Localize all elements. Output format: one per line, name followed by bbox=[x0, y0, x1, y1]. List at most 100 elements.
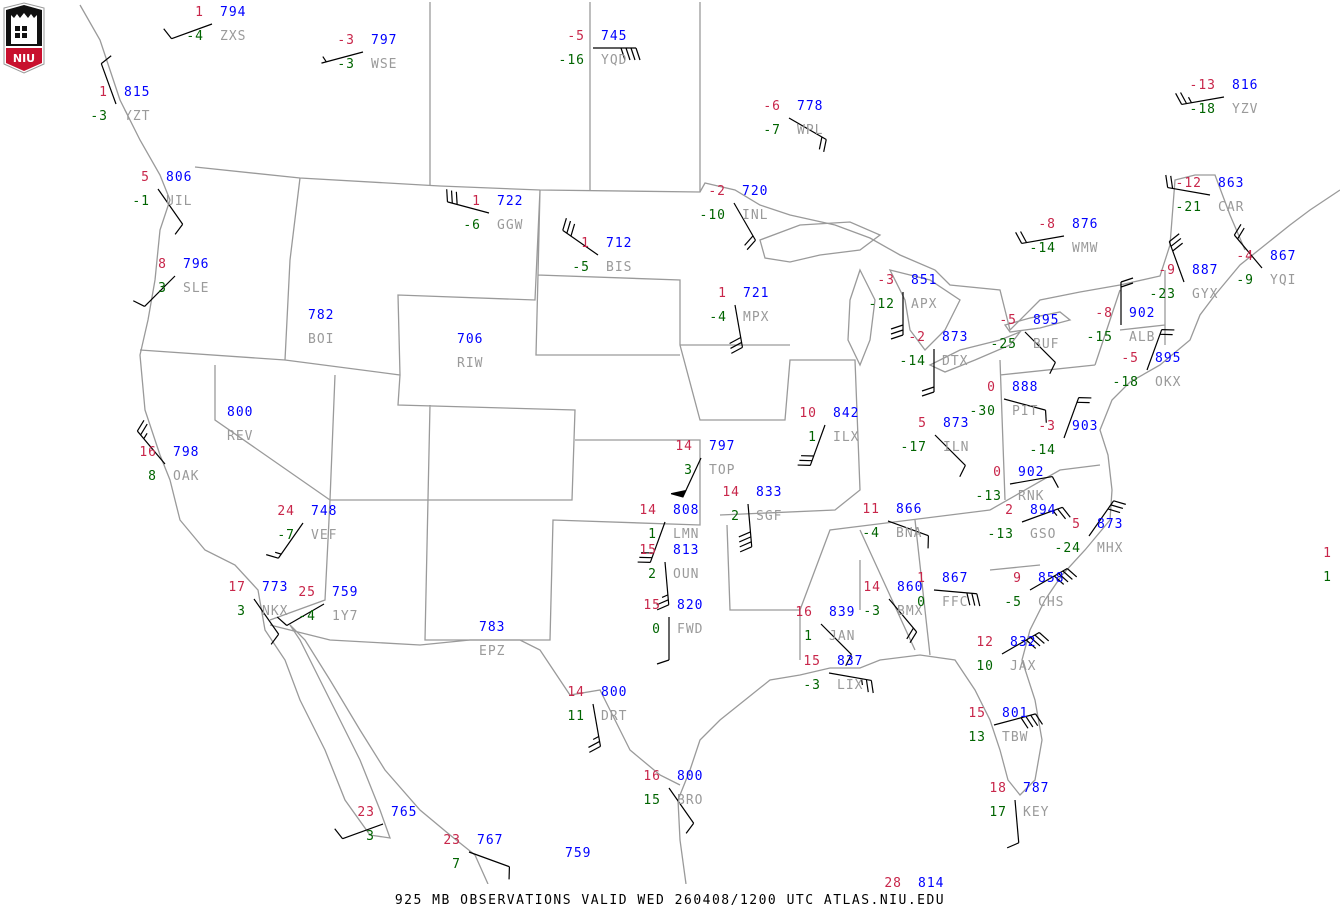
wind-barb-staff bbox=[1029, 567, 1068, 591]
station-height: 873 bbox=[942, 330, 969, 345]
wind-barb-full bbox=[870, 680, 874, 694]
station-temperature: 28 bbox=[884, 876, 902, 891]
wind-barb-full bbox=[746, 239, 756, 251]
wind-barb-staff bbox=[1014, 799, 1020, 843]
base-map bbox=[79, 2, 1340, 884]
wind-barb-full bbox=[731, 346, 743, 354]
wind-barb-staff bbox=[136, 430, 166, 465]
station-height: 720 bbox=[742, 184, 769, 199]
station-height: 798 bbox=[173, 445, 200, 460]
wind-barb-full bbox=[1113, 500, 1126, 505]
station-dewpoint: -13 bbox=[975, 489, 1002, 504]
lake-superior bbox=[759, 221, 882, 263]
station-dewpoint: 3 bbox=[366, 829, 375, 844]
station-id: ALB bbox=[1129, 330, 1156, 345]
wind-barb-staff bbox=[1021, 235, 1065, 245]
station-id: VEF bbox=[311, 528, 338, 543]
station-height: 873 bbox=[1097, 517, 1124, 532]
station-id: FWD bbox=[677, 622, 704, 637]
station-dewpoint: -5 bbox=[1004, 595, 1022, 610]
station-height: 873 bbox=[943, 416, 970, 431]
wind-barb-staff bbox=[286, 603, 325, 627]
wind-barb-staff bbox=[809, 424, 826, 466]
station-temperature: 1 bbox=[917, 571, 926, 586]
wind-barb-full bbox=[1175, 93, 1183, 105]
wind-barb-full bbox=[845, 654, 852, 666]
station-dewpoint: 1 bbox=[808, 430, 817, 445]
station-dewpoint: 0 bbox=[917, 595, 926, 610]
station-dewpoint: -21 bbox=[1175, 200, 1202, 215]
station-height: 858 bbox=[1038, 571, 1065, 586]
station-dewpoint: -5 bbox=[572, 260, 590, 275]
wind-barb-half bbox=[661, 594, 669, 598]
station-id: ILN bbox=[943, 440, 970, 455]
station-height: 797 bbox=[709, 439, 736, 454]
wind-barb-full bbox=[1006, 842, 1019, 849]
station-height: 800 bbox=[601, 685, 628, 700]
wind-barb-staff bbox=[933, 589, 977, 595]
wind-barb-full bbox=[890, 324, 904, 330]
station-temperature: 15 bbox=[643, 598, 661, 613]
wind-barb-full bbox=[1110, 504, 1124, 510]
station-id: PIT bbox=[1012, 404, 1039, 419]
svg-text:NIU: NIU bbox=[13, 52, 35, 65]
wind-barb-full bbox=[140, 423, 148, 436]
station-dewpoint: -18 bbox=[1112, 375, 1139, 390]
station-id: OKX bbox=[1155, 375, 1182, 390]
station-dewpoint: -24 bbox=[1054, 541, 1081, 556]
wind-barb-full bbox=[656, 604, 669, 611]
wind-barb-full bbox=[1170, 237, 1182, 247]
gulf-east-coast bbox=[677, 189, 1340, 884]
lake-huron bbox=[888, 269, 961, 351]
station-dewpoint: 1 bbox=[804, 629, 813, 644]
station-temperature: 16 bbox=[795, 605, 813, 620]
wind-barb-full bbox=[739, 546, 752, 553]
wind-barb-full bbox=[163, 28, 173, 40]
station-temperature: 5 bbox=[141, 170, 150, 185]
wind-barb-full bbox=[729, 336, 742, 345]
station-id: BUF bbox=[1033, 337, 1060, 352]
station-temperature: -6 bbox=[763, 99, 781, 114]
station-height: 783 bbox=[479, 620, 506, 635]
station-height: 820 bbox=[677, 598, 704, 613]
station-height: 832 bbox=[1010, 635, 1037, 650]
station-height: 816 bbox=[1232, 78, 1259, 93]
state-lines bbox=[139, 2, 1166, 660]
wind-barb-staff bbox=[934, 434, 966, 466]
station-height: 765 bbox=[391, 805, 418, 820]
wind-barb-full bbox=[890, 329, 904, 335]
station-dewpoint: -3 bbox=[803, 678, 821, 693]
station-height: 767 bbox=[477, 833, 504, 848]
station-id: BIS bbox=[606, 260, 633, 275]
wind-barb-full bbox=[818, 136, 823, 150]
station-height: 782 bbox=[308, 308, 335, 323]
map-title: 925 MB OBSERVATIONS VALID WED 260408/120… bbox=[394, 893, 946, 908]
wind-barb-full bbox=[1170, 175, 1174, 189]
station-temperature: 1 bbox=[195, 5, 204, 20]
wind-barb-staff bbox=[1181, 96, 1225, 106]
wind-barb-staff bbox=[1024, 331, 1056, 363]
wind-barb-half bbox=[1052, 510, 1058, 517]
wind-barb-full bbox=[1030, 637, 1041, 647]
station-dewpoint: -4 bbox=[186, 29, 204, 44]
wind-barb-staff bbox=[887, 520, 929, 537]
wind-barb-staff bbox=[1088, 500, 1115, 537]
station-id: UIL bbox=[166, 194, 193, 209]
station-temperature: 1 bbox=[581, 236, 590, 251]
wind-barb-full bbox=[656, 599, 669, 606]
wind-barb-full bbox=[1107, 508, 1121, 514]
wind-barb-staff bbox=[157, 188, 184, 225]
station-height: 814 bbox=[918, 876, 945, 891]
station-temperature: 12 bbox=[976, 635, 994, 650]
wind-barbs bbox=[100, 23, 1263, 880]
station-height: 903 bbox=[1072, 419, 1099, 434]
station-id: WSE bbox=[371, 57, 398, 72]
wind-barb-full bbox=[730, 341, 742, 349]
wind-barb-staff bbox=[1233, 234, 1263, 269]
wind-barb-half bbox=[143, 433, 148, 440]
wind-barb-full bbox=[906, 627, 914, 640]
station-dewpoint: -12 bbox=[868, 297, 895, 312]
station-dewpoint: -7 bbox=[763, 123, 781, 138]
lake-erie bbox=[928, 330, 1022, 373]
wind-barb-full bbox=[174, 223, 184, 235]
